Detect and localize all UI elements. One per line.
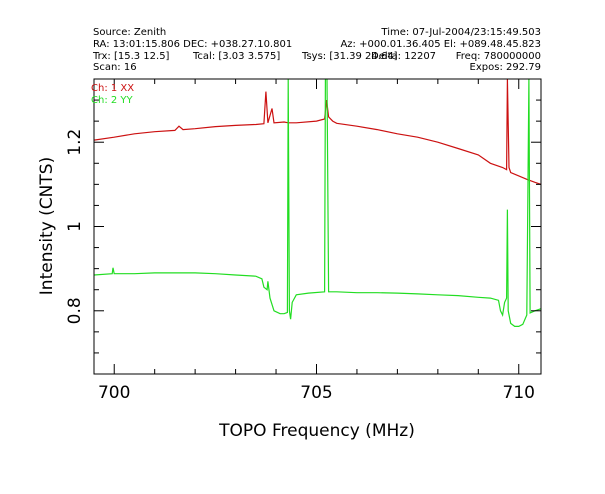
x-tick-label: 710 [503,383,535,403]
series-line-2 [94,79,541,327]
header-freq: Freq: 780000000 [455,51,541,62]
legend-ch1: Ch: 1 XX [91,83,134,94]
label-layer: 700 705 710 0.8 1 1.2 [65,129,535,403]
header-scan: Scan: 16 [93,62,137,73]
header-tcal: Tcal: [3.03 3.575] [193,51,281,62]
x-axis-label: TOPO Frequency (MHz) [218,421,415,441]
y-axis-label: Intensity (CNTS) [37,157,57,295]
header-azel: Az: +000.01.36.405 El: +089.48.45.823 [340,39,541,50]
header-trx: Trx: [15.3 12.5] [93,51,170,62]
series-layer [94,79,541,327]
header-time: Time: 07-Jul-2004/23:15:49.503 [381,27,541,38]
header-tsys: Tsys: [31.39 24.64] [302,51,398,62]
y-tick-label: 1.2 [65,129,85,156]
y-tick-label: 0.8 [65,297,85,324]
ticks-layer [94,78,541,375]
y-tick-label: 1 [65,221,85,232]
legend-ch2: Ch: 2 YY [91,95,134,106]
header-source: Source: Zenith [93,27,167,38]
x-tick-label: 700 [98,383,130,403]
plot-frame [93,78,542,375]
header-radec: RA: 13:01:15.806 DEC: +038.27.10.801 [93,39,293,50]
series-line-1 [94,79,541,185]
x-tick-label: 705 [300,383,332,403]
header-expos: Expos: 292.79 [469,62,541,73]
header-delta: Delta: 12207 [371,51,437,62]
